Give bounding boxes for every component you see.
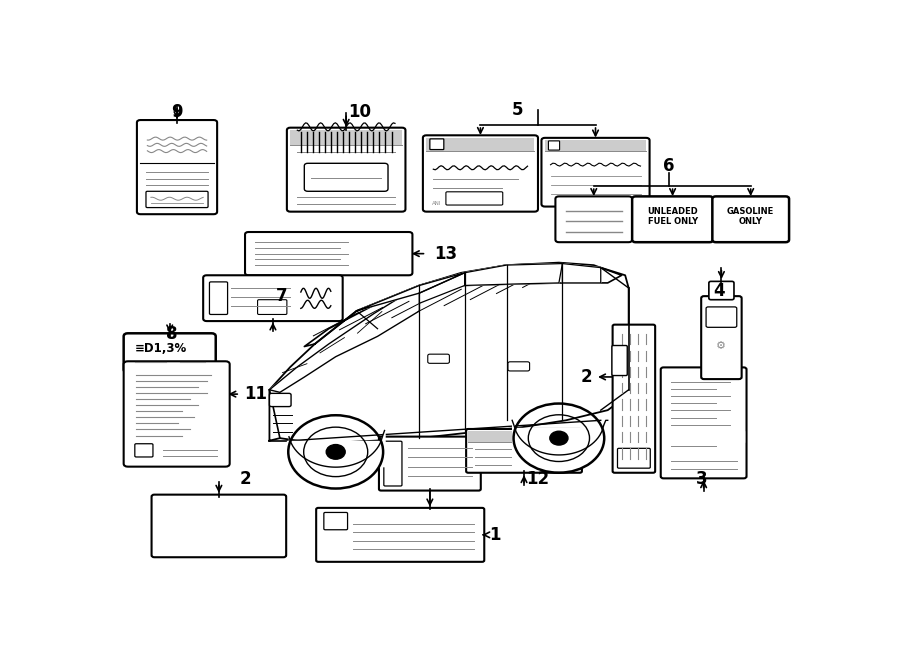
Text: 11: 11 (244, 385, 267, 403)
Text: 10: 10 (348, 103, 372, 122)
FancyBboxPatch shape (661, 368, 746, 479)
FancyBboxPatch shape (446, 192, 503, 205)
Text: 13: 13 (435, 245, 457, 262)
FancyBboxPatch shape (545, 140, 646, 151)
FancyBboxPatch shape (423, 136, 538, 212)
FancyBboxPatch shape (287, 128, 406, 212)
FancyBboxPatch shape (291, 130, 402, 145)
FancyBboxPatch shape (706, 307, 737, 327)
FancyBboxPatch shape (379, 437, 481, 490)
Text: 2: 2 (581, 368, 592, 386)
Polygon shape (269, 286, 419, 393)
Text: 3: 3 (696, 470, 707, 488)
Text: 12: 12 (526, 470, 550, 488)
FancyBboxPatch shape (245, 232, 412, 275)
Polygon shape (464, 264, 562, 286)
FancyBboxPatch shape (324, 512, 347, 529)
FancyBboxPatch shape (701, 296, 742, 379)
Ellipse shape (550, 431, 568, 445)
Text: 2: 2 (239, 470, 251, 488)
FancyBboxPatch shape (466, 429, 582, 473)
Text: 1: 1 (489, 526, 500, 544)
FancyBboxPatch shape (617, 448, 651, 468)
FancyBboxPatch shape (713, 196, 789, 242)
FancyBboxPatch shape (304, 163, 388, 191)
FancyBboxPatch shape (508, 362, 529, 371)
FancyBboxPatch shape (123, 333, 216, 373)
Polygon shape (562, 264, 601, 283)
Text: ⚙: ⚙ (716, 340, 726, 350)
FancyBboxPatch shape (613, 325, 655, 473)
Text: 8: 8 (166, 325, 177, 343)
FancyBboxPatch shape (548, 141, 560, 150)
FancyBboxPatch shape (632, 196, 713, 242)
FancyBboxPatch shape (146, 191, 208, 208)
FancyBboxPatch shape (383, 441, 402, 486)
Polygon shape (269, 264, 628, 444)
Ellipse shape (326, 445, 346, 459)
Polygon shape (419, 273, 464, 303)
Text: 9: 9 (171, 103, 183, 122)
FancyBboxPatch shape (316, 508, 484, 562)
Text: 4: 4 (714, 282, 725, 299)
FancyBboxPatch shape (151, 494, 286, 557)
FancyBboxPatch shape (123, 362, 230, 467)
Text: 6: 6 (663, 157, 675, 175)
Text: 7: 7 (275, 287, 287, 305)
FancyBboxPatch shape (203, 275, 343, 321)
FancyBboxPatch shape (137, 120, 217, 214)
FancyBboxPatch shape (430, 139, 444, 149)
Polygon shape (356, 273, 464, 311)
FancyBboxPatch shape (269, 393, 291, 407)
FancyBboxPatch shape (468, 430, 580, 442)
Text: ANI: ANI (432, 201, 442, 206)
FancyBboxPatch shape (210, 282, 228, 315)
Text: UNLEADED
FUEL ONLY: UNLEADED FUEL ONLY (647, 207, 698, 227)
FancyBboxPatch shape (555, 196, 632, 242)
FancyBboxPatch shape (427, 138, 535, 151)
Polygon shape (304, 262, 622, 346)
FancyBboxPatch shape (135, 444, 153, 457)
Text: 5: 5 (511, 101, 523, 119)
FancyBboxPatch shape (542, 138, 650, 207)
Text: GASOLINE
ONLY: GASOLINE ONLY (727, 207, 774, 227)
FancyBboxPatch shape (257, 299, 287, 315)
FancyBboxPatch shape (428, 354, 449, 364)
FancyBboxPatch shape (709, 282, 734, 299)
FancyBboxPatch shape (612, 346, 627, 375)
Text: ≡D1,3%: ≡D1,3% (135, 342, 187, 356)
